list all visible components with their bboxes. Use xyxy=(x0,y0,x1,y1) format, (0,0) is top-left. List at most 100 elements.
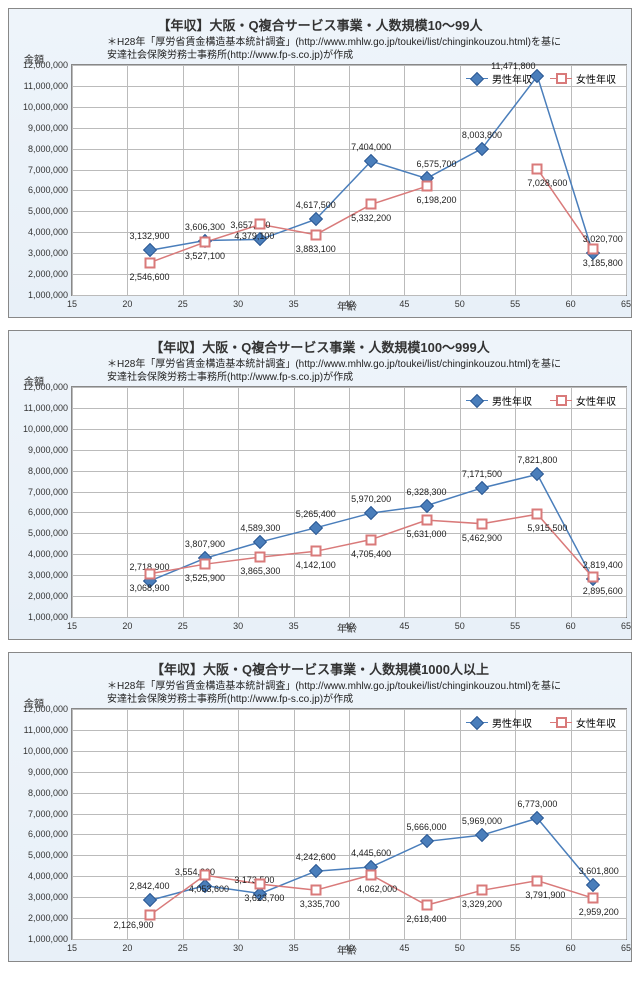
chart-subtitle: ＊H28年「厚労省賃金構造基本統計調査」(http://www.mhlw.go.… xyxy=(107,36,623,62)
marker-female xyxy=(144,568,155,579)
data-label-female: 4,062,000 xyxy=(357,884,397,894)
y-tick: 10,000,000 xyxy=(18,102,68,112)
data-label-female: 4,053,600 xyxy=(189,884,229,894)
y-tick: 1,000,000 xyxy=(18,934,68,944)
x-tick: 15 xyxy=(67,621,77,631)
marker-female xyxy=(144,257,155,268)
marker-female xyxy=(310,229,321,240)
x-tick: 15 xyxy=(67,943,77,953)
data-label-male: 6,328,300 xyxy=(407,487,447,497)
y-tick: 3,000,000 xyxy=(18,892,68,902)
y-tick: 10,000,000 xyxy=(18,424,68,434)
y-tick: 9,000,000 xyxy=(18,123,68,133)
chart-title: 【年収】大阪・Q複合サービス事業・人数規模1000人以上 xyxy=(17,659,623,678)
y-tick: 11,000,000 xyxy=(18,725,68,735)
y-tick: 2,000,000 xyxy=(18,591,68,601)
marker-female xyxy=(199,870,210,881)
x-tick: 35 xyxy=(289,943,299,953)
y-tick: 8,000,000 xyxy=(18,788,68,798)
data-label-female: 3,068,900 xyxy=(130,583,170,593)
data-label-female: 5,915,500 xyxy=(527,523,567,533)
data-label-male: 5,970,200 xyxy=(351,494,391,504)
data-label-female: 3,883,100 xyxy=(296,244,336,254)
y-tick: 11,000,000 xyxy=(18,81,68,91)
data-label-male: 6,773,000 xyxy=(517,799,557,809)
data-label-female: 4,379,100 xyxy=(234,231,274,241)
data-label-male: 3,020,700 xyxy=(583,234,623,244)
x-tick: 55 xyxy=(510,943,520,953)
marker-female xyxy=(310,546,321,557)
legend-female: 女性年収 xyxy=(550,71,616,86)
data-label-male: 5,969,000 xyxy=(462,816,502,826)
y-tick: 6,000,000 xyxy=(18,185,68,195)
x-tick: 50 xyxy=(455,621,465,631)
x-tick: 65 xyxy=(621,621,631,631)
data-label-female: 5,332,200 xyxy=(351,213,391,223)
y-tick: 3,000,000 xyxy=(18,248,68,258)
marker-male xyxy=(422,836,432,846)
chart-title: 【年収】大阪・Q複合サービス事業・人数規模10〜99人 xyxy=(17,15,623,34)
y-tick: 6,000,000 xyxy=(18,829,68,839)
y-tick: 6,000,000 xyxy=(18,507,68,517)
data-label-female: 2,126,900 xyxy=(114,920,154,930)
marker-female xyxy=(255,219,266,230)
marker-male xyxy=(311,866,321,876)
legend: 男性年収 女性年収 xyxy=(466,715,616,730)
chart-panel: 【年収】大阪・Q複合サービス事業・人数規模10〜99人 ＊H28年「厚労省賃金構… xyxy=(8,8,632,318)
data-label-male: 3,601,800 xyxy=(579,866,619,876)
marker-male xyxy=(477,830,487,840)
x-tick: 35 xyxy=(289,299,299,309)
data-label-male: 5,666,000 xyxy=(407,822,447,832)
data-label-female: 4,142,100 xyxy=(296,560,336,570)
plot-area: 金額1,000,0002,000,0003,000,0004,000,0005,… xyxy=(71,386,627,618)
y-tick: 9,000,000 xyxy=(18,767,68,777)
x-tick: 30 xyxy=(233,299,243,309)
marker-male xyxy=(477,483,487,493)
data-label-male: 3,606,300 xyxy=(185,222,225,232)
x-tick: 40 xyxy=(344,299,354,309)
data-label-male: 3,132,900 xyxy=(130,231,170,241)
y-tick: 9,000,000 xyxy=(18,445,68,455)
marker-female xyxy=(366,199,377,210)
marker-female xyxy=(532,163,543,174)
data-label-female: 3,527,100 xyxy=(185,251,225,261)
marker-female xyxy=(532,875,543,886)
x-tick: 40 xyxy=(344,621,354,631)
x-tick: 30 xyxy=(233,943,243,953)
data-label-female: 3,865,300 xyxy=(240,566,280,576)
x-tick: 60 xyxy=(566,943,576,953)
legend-male: 男性年収 xyxy=(466,715,532,730)
legend: 男性年収 女性年収 xyxy=(466,71,616,86)
data-label-male: 4,617,500 xyxy=(296,200,336,210)
plot-area: 金額1,000,0002,000,0003,000,0004,000,0005,… xyxy=(71,64,627,296)
data-label-male: 4,589,300 xyxy=(240,523,280,533)
marker-female xyxy=(421,181,432,192)
x-tick: 45 xyxy=(399,943,409,953)
data-label-male: 6,575,700 xyxy=(417,159,457,169)
y-tick: 8,000,000 xyxy=(18,144,68,154)
data-label-female: 3,525,900 xyxy=(185,573,225,583)
data-label-female: 3,185,800 xyxy=(583,258,623,268)
data-label-male: 11,471,800 xyxy=(491,61,535,71)
y-tick: 2,000,000 xyxy=(18,269,68,279)
x-tick: 50 xyxy=(455,943,465,953)
x-tick: 65 xyxy=(621,299,631,309)
data-label-female: 6,198,200 xyxy=(417,195,457,205)
y-tick: 5,000,000 xyxy=(18,850,68,860)
x-tick: 20 xyxy=(122,299,132,309)
x-tick: 25 xyxy=(178,621,188,631)
x-tick: 55 xyxy=(510,621,520,631)
marker-female xyxy=(587,893,598,904)
marker-male xyxy=(477,144,487,154)
data-label-male: 4,242,600 xyxy=(296,852,336,862)
y-tick: 12,000,000 xyxy=(18,704,68,714)
y-tick: 4,000,000 xyxy=(18,227,68,237)
data-label-male: 7,821,800 xyxy=(517,455,557,465)
legend-male: 男性年収 xyxy=(466,71,532,86)
data-label-female: 3,623,700 xyxy=(244,893,284,903)
legend: 男性年収 女性年収 xyxy=(466,393,616,408)
data-label-male: 7,404,000 xyxy=(351,142,391,152)
y-tick: 8,000,000 xyxy=(18,466,68,476)
data-label-female: 3,791,900 xyxy=(525,890,565,900)
x-tick: 25 xyxy=(178,299,188,309)
